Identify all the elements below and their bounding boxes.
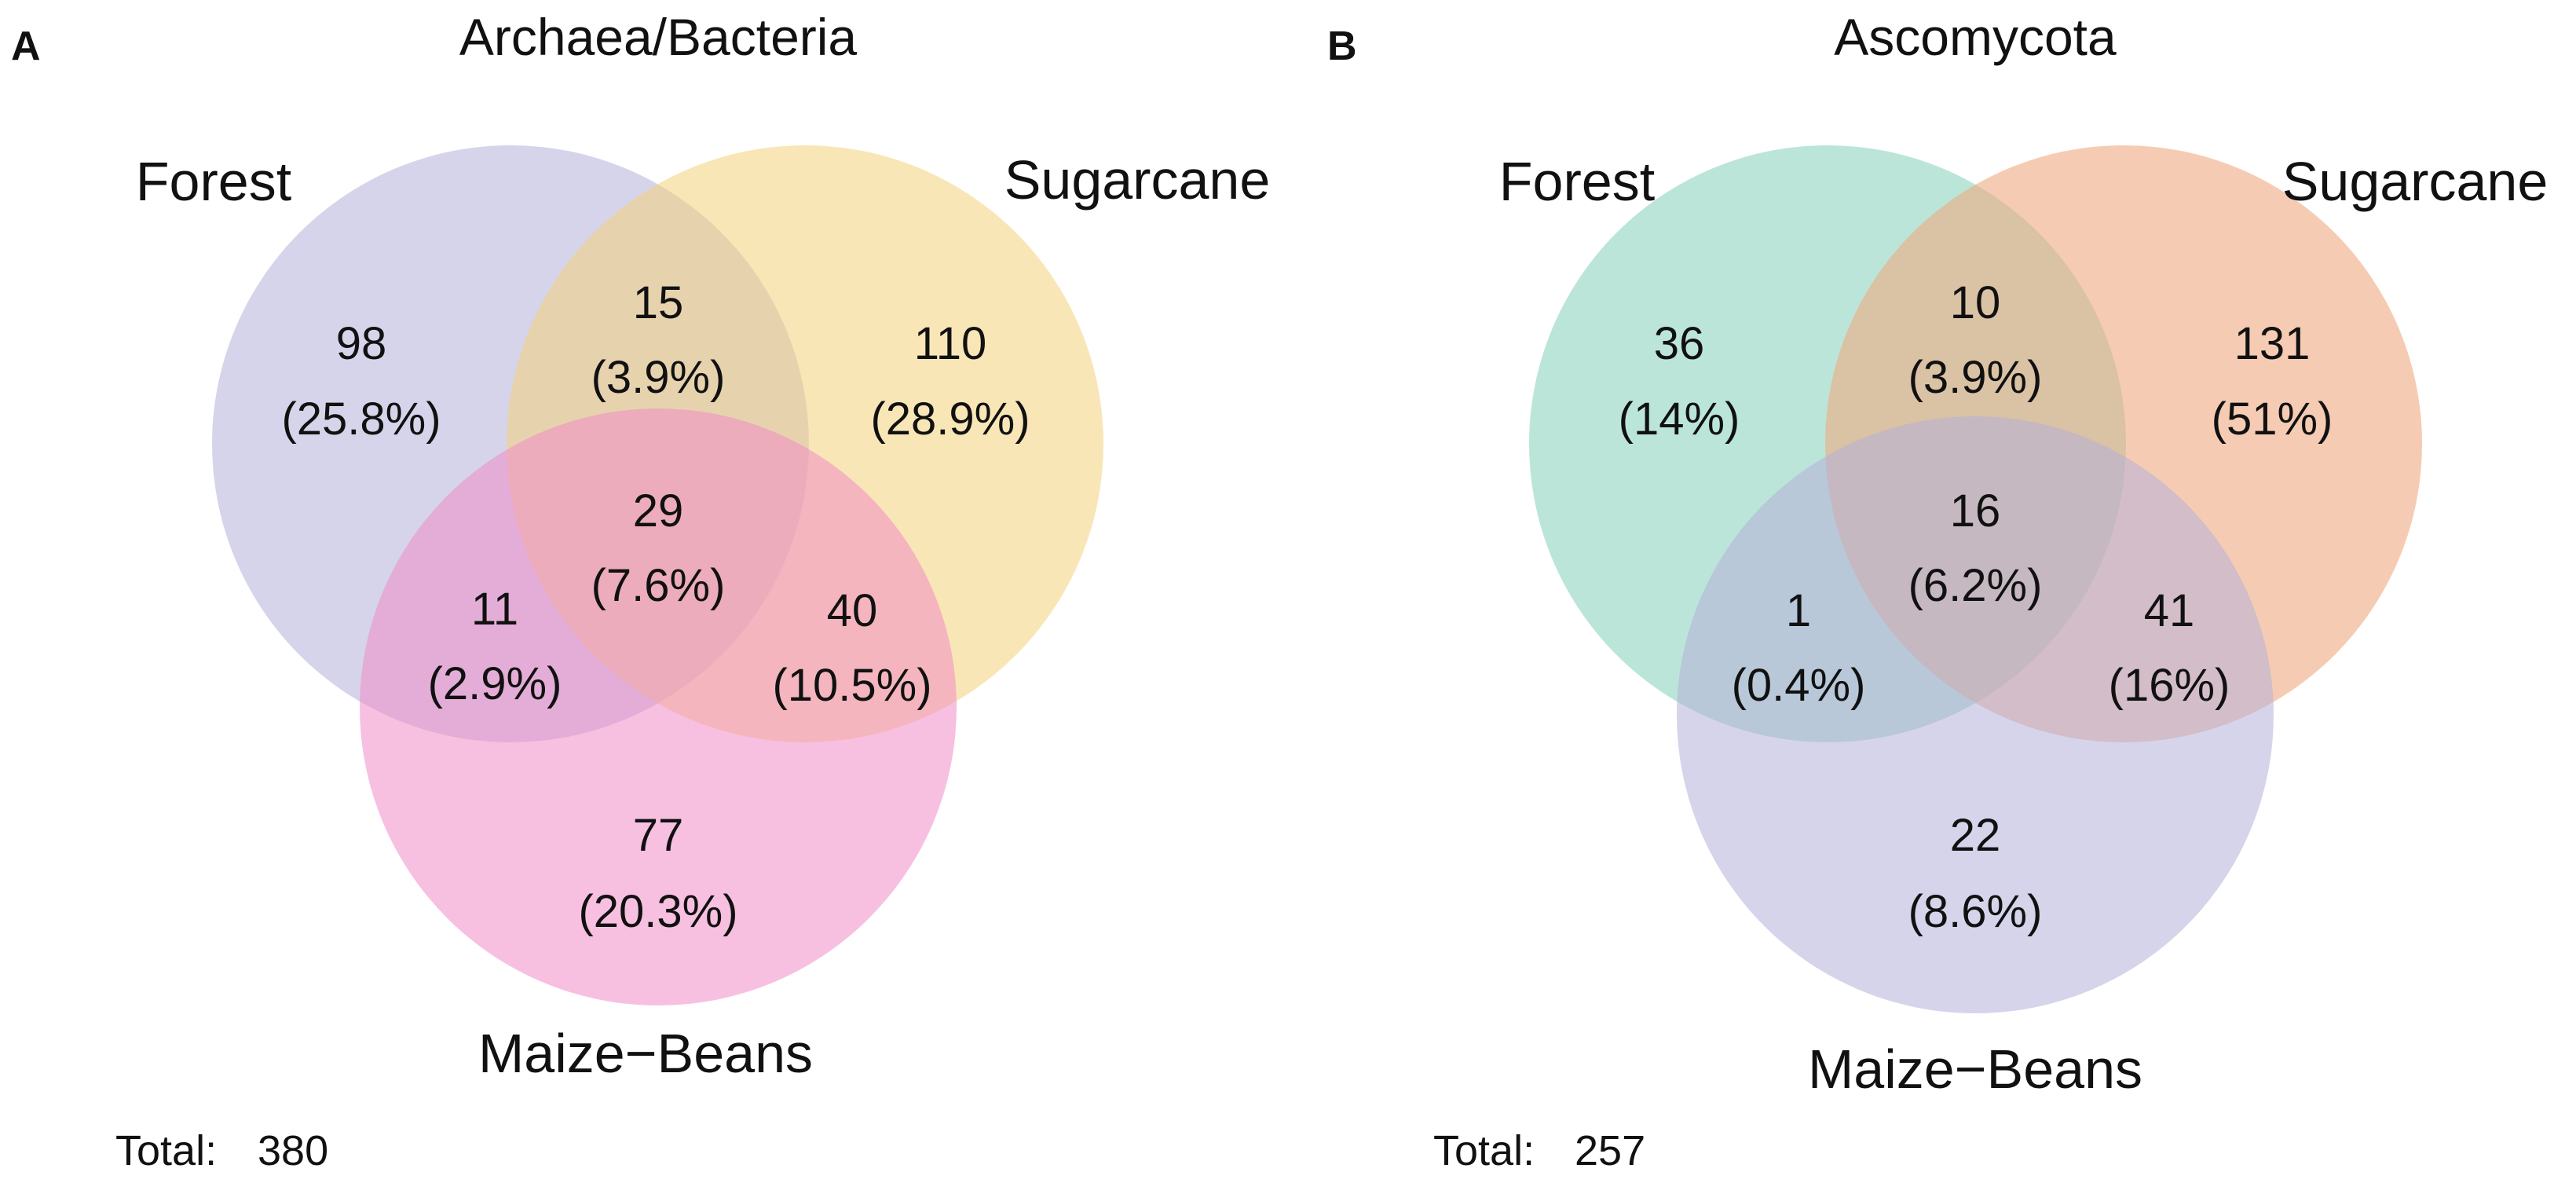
- panel-b-forest-sugarcane-count: 10: [1950, 277, 2001, 328]
- panel-b-forest-only-pct: (14%): [1619, 394, 1740, 445]
- panel-a-maize-label: Maize−Beans: [478, 1023, 813, 1084]
- panel-a-sugarcane-only-count: 110: [914, 318, 986, 369]
- panel-a: A Archaea/Bacteria Forest Sugarcane Maiz…: [11, 8, 1270, 1174]
- panel-a-maize-circle: [360, 408, 957, 1005]
- panel-a-sugarcane-maize-pct: (10.5%): [772, 660, 931, 711]
- panel-a-forest-sugarcane-count: 15: [633, 277, 684, 328]
- panel-a-sugarcane-only-pct: (28.9%): [870, 394, 1030, 445]
- panel-a-all-three-count: 29: [633, 485, 684, 537]
- panel-b-all-three-pct: (6.2%): [1908, 560, 2043, 611]
- panel-a-forest-maize-count: 11: [471, 584, 518, 635]
- panel-b-all-three-count: 16: [1950, 485, 2001, 537]
- panel-b-sugarcane-only-pct: (51%): [2212, 394, 2333, 445]
- panel-a-sugarcane-maize-count: 40: [827, 585, 878, 636]
- panel-b-sugarcane-label: Sugarcane: [2282, 151, 2549, 212]
- panel-a-forest-only-count: 98: [336, 318, 387, 369]
- panel-b-sugarcane-only-count: 131: [2234, 318, 2311, 369]
- panel-b-maize-only-count: 22: [1950, 810, 2001, 861]
- panel-a-total-label: Total:: [115, 1127, 217, 1174]
- panel-b-title: Ascomycota: [1834, 8, 2117, 66]
- panel-b-sugarcane-maize-count: 41: [2144, 585, 2195, 636]
- panel-b-forest-sugarcane-pct: (3.9%): [1908, 352, 2043, 403]
- panel-a-title: Archaea/Bacteria: [459, 8, 858, 66]
- panel-a-letter: A: [11, 24, 41, 69]
- panel-b-forest-label: Forest: [1499, 151, 1655, 212]
- panel-a-maize-only-count: 77: [633, 810, 684, 861]
- panel-a-forest-maize-pct: (2.9%): [428, 658, 562, 709]
- panel-b-forest-only-count: 36: [1654, 318, 1705, 369]
- panel-b-total-value: 257: [1575, 1127, 1645, 1174]
- panel-a-forest-only-pct: (25.8%): [281, 394, 441, 445]
- panel-a-forest-label: Forest: [136, 151, 291, 212]
- panel-a-forest-sugarcane-pct: (3.9%): [591, 352, 726, 403]
- panel-b-maize-only-pct: (8.6%): [1908, 886, 2043, 937]
- panel-b-maize-label: Maize−Beans: [1808, 1038, 2142, 1100]
- panel-a-total-value: 380: [258, 1127, 328, 1174]
- panel-a-sugarcane-label: Sugarcane: [1004, 149, 1271, 211]
- panel-a-maize-only-pct: (20.3%): [578, 886, 737, 937]
- panel-b: B Ascomycota Forest Sugarcane Maize−Bean…: [1327, 8, 2548, 1174]
- panel-b-forest-maize-pct: (0.4%): [1732, 660, 1866, 711]
- panel-b-total-label: Total:: [1433, 1127, 1535, 1174]
- panel-b-forest-maize-count: 1: [1786, 585, 1811, 636]
- panel-b-letter: B: [1327, 24, 1357, 69]
- panel-b-maize-circle: [1677, 416, 2274, 1013]
- panel-b-sugarcane-maize-pct: (16%): [2109, 660, 2230, 711]
- panel-a-all-three-pct: (7.6%): [591, 560, 726, 611]
